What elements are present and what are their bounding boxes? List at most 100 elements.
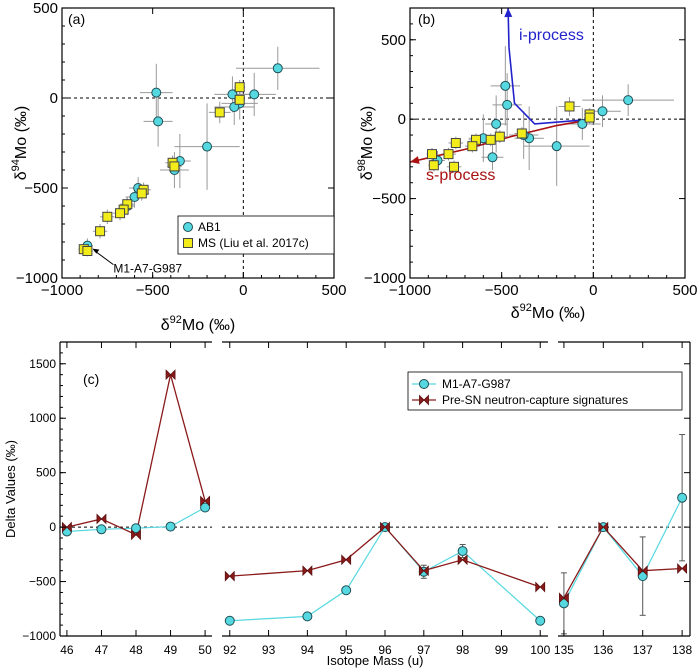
ms-point [443,149,454,160]
s-process-label: s-process [426,167,495,184]
ms-point [494,131,505,142]
y-tick-label-c: −1000 [22,629,56,643]
y-axis-label-c: Delta Values (‰) [3,440,18,538]
x-tick-label: 0 [239,282,247,299]
model-point [96,513,107,525]
x-tick-label-c: 100 [530,643,550,657]
model-point [380,521,390,533]
ab1-point [551,141,562,152]
measured-line [229,526,541,622]
i-process-arrowhead [504,8,513,18]
x-tick-label: 0 [589,282,597,299]
legend-marker-ab1 [183,222,193,232]
measured-point [165,521,176,532]
measured-line [563,497,683,604]
ms-point [214,107,225,118]
legend-marker-ms [183,238,193,248]
ms-point [584,112,595,123]
model-point [559,592,569,604]
model-point [165,369,176,381]
model-line [563,526,683,599]
x-tick-label-c: 93 [262,643,276,657]
x-tick-label-c: 98 [456,643,470,657]
y-tick-label-c: 0 [49,520,56,534]
ms-point [115,208,126,219]
measured-point [637,571,648,582]
x-tick-label-c: 99 [495,643,509,657]
x-tick-label-c: 97 [417,643,431,657]
measured-point [558,598,569,609]
ms-point [136,188,147,199]
x-tick-label: 500 [321,282,346,299]
ab1-point [502,99,513,110]
y-tick-label: 500 [381,32,406,49]
x-tick-label-c: 48 [129,643,143,657]
x-tick-label: −500 [485,282,519,299]
x-tick-label-c: 137 [633,643,653,657]
model-point [62,521,72,533]
x-tick-label: −500 [136,282,170,299]
model-point [341,554,352,566]
measured-point [457,546,468,557]
panel-label-a: (a) [68,11,85,27]
measured-point [677,492,688,503]
ms-point [467,141,478,152]
y-tick-label: 0 [398,111,406,128]
x-axis-label-a: δ92Mo (‰) [161,314,235,334]
s-process-arrowhead [410,156,420,164]
x-tick-label: 500 [672,282,697,299]
ab1-point [500,80,511,91]
annotation-arrow [94,250,114,266]
plot-frame [409,7,686,279]
model-point [224,570,235,582]
model-point [131,529,141,541]
model-point [457,554,468,566]
i-process-label: i-process [519,27,584,44]
ab1-point [597,106,608,117]
x-tick-label-c: 94 [301,643,315,657]
ms-point [82,246,93,256]
x-tick-label-c: 50 [198,643,212,657]
ab1-point [577,118,588,129]
ms-point [564,101,575,112]
ms-point [427,149,437,160]
ab1-point [249,89,260,100]
ab1-point [487,152,498,163]
x-axis-label-b: δ92Mo (‰) [511,302,585,322]
measured-point [302,611,313,622]
x-tick-label-c: 96 [378,643,392,657]
ab1-point [623,95,634,106]
ab1-point [227,89,238,100]
y-tick-label: −500 [24,180,58,197]
ms-point [234,94,245,105]
model-point [677,563,688,574]
measured-point [200,502,211,513]
panel-label-c: (c) [83,371,99,387]
panel-label-b: (b) [418,11,435,27]
ms-point [428,160,439,171]
ms-point [102,211,113,222]
annotation-arrowhead [92,248,100,254]
y-tick-label: −500 [372,191,406,208]
legend-marker-model [419,394,429,406]
x-tick-label-c: 92 [223,643,237,657]
legend-marker-measured [419,379,429,389]
y-tick-label: 0 [50,90,58,107]
measured-point [96,524,107,535]
annotation-label: M1-A7-G987 [113,262,182,276]
x-tick-label-c: 47 [95,643,109,657]
model-point [535,581,546,593]
measured-point [224,615,235,626]
model-line [229,526,541,588]
ab1-point [151,87,162,98]
model-point [637,565,648,577]
model-point [418,565,429,577]
plot-frame [61,7,335,279]
y-tick-label-c: 1000 [29,411,56,425]
legend-label-ab1: AB1 [198,220,221,234]
ab1-point [153,116,164,127]
model-point [302,565,313,577]
y-tick-label: −1000 [16,270,58,287]
i-process-curve [507,7,594,125]
